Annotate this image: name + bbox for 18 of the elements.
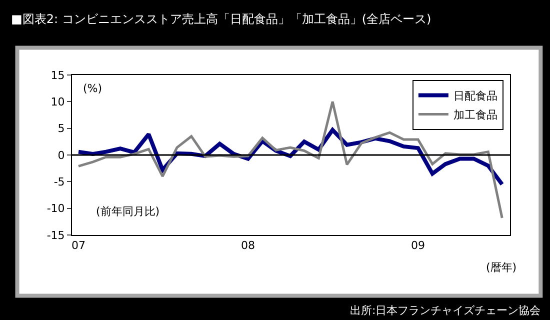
y-tick-label: -15 [46, 228, 65, 242]
x-tick-label: 08 [241, 239, 256, 252]
y-tick-label: 0 [58, 148, 65, 162]
x-tick-label: 09 [411, 239, 426, 252]
text: (暦年) [486, 261, 517, 274]
legend-label: 日配食品 [453, 90, 498, 103]
annotation: (前年同月比) [96, 205, 160, 218]
text: 出所:日本フランチャイズチェーン協会 [350, 304, 541, 317]
legend-label: 加工食品 [453, 108, 498, 122]
y-tick-label: -5 [54, 176, 65, 189]
x-tick-label: 07 [72, 239, 86, 252]
y-tick-label: 5 [58, 122, 65, 136]
annotation: (%) [83, 82, 102, 95]
chart-title: ■図表2: コンビニエンスストア売上高「日配食品」「加工食品」(全店ベース) [11, 12, 432, 26]
line-series [77, 100, 504, 220]
y-tick-label: -10 [46, 202, 65, 216]
y-tick-label: 10 [50, 96, 65, 109]
y-tick-label: 15 [50, 68, 65, 82]
